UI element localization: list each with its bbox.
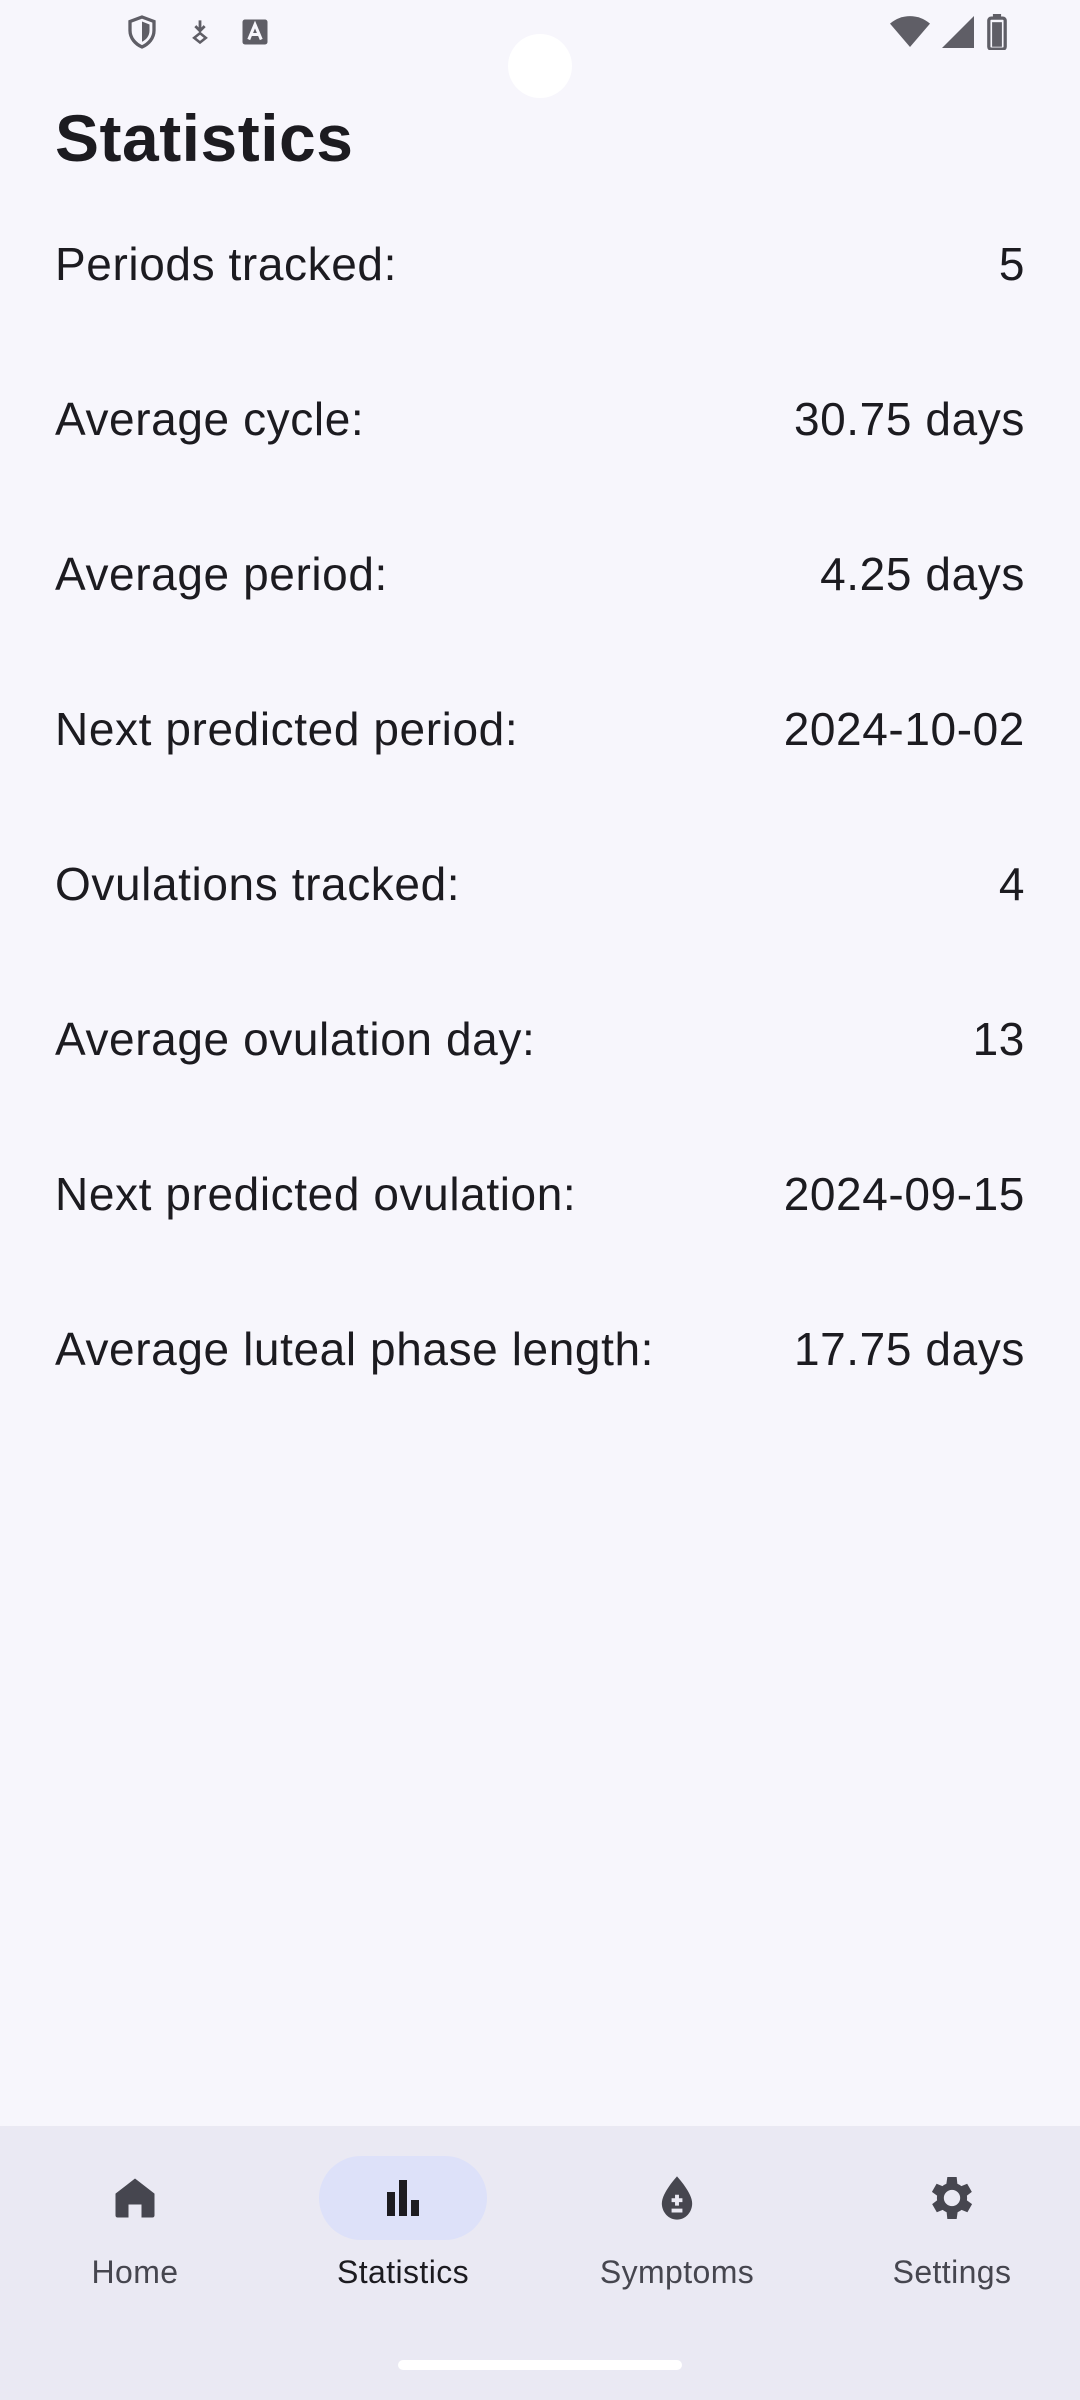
stat-row-next-predicted-ovulation: Next predicted ovulation: 2024-09-15 xyxy=(55,1155,1025,1310)
stat-label: Average ovulation day: xyxy=(55,1013,536,1065)
home-indicator-bar[interactable] xyxy=(398,2360,682,2370)
front-camera xyxy=(508,34,572,98)
nav-label-home: Home xyxy=(91,2254,179,2290)
nav-item-home[interactable]: Home xyxy=(0,2156,270,2306)
stat-row-periods-tracked: Periods tracked: 5 xyxy=(55,225,1025,380)
nav-icon-container xyxy=(593,2156,761,2240)
stat-label: Next predicted period: xyxy=(55,703,519,755)
status-bar xyxy=(0,0,1080,64)
stat-value: 17.75 days xyxy=(793,1323,1025,1375)
stat-row-average-cycle: Average cycle: 30.75 days xyxy=(55,380,1025,535)
stat-value: 2024-10-02 xyxy=(783,703,1025,755)
stat-label: Periods tracked: xyxy=(55,238,397,290)
stat-row-next-predicted-period: Next predicted period: 2024-10-02 xyxy=(55,690,1025,845)
page-title: Statistics xyxy=(55,101,354,175)
bar-chart-icon xyxy=(387,2180,419,2216)
statistics-list: Periods tracked: 5 Average cycle: 30.75 … xyxy=(55,225,1025,1465)
stat-label: Average luteal phase length: xyxy=(55,1323,655,1375)
stat-value: 30.75 days xyxy=(793,393,1025,445)
stat-value: 13 xyxy=(972,1013,1025,1065)
stat-row-average-ovulation-day: Average ovulation day: 13 xyxy=(55,1000,1025,1155)
stat-label: Average period: xyxy=(55,548,388,600)
stat-value: 5 xyxy=(998,238,1025,290)
stat-value: 4 xyxy=(998,858,1025,910)
gear-icon xyxy=(931,2177,973,2219)
stat-value: 4.25 days xyxy=(820,548,1025,600)
wifi-icon xyxy=(890,16,930,47)
download-icon xyxy=(192,20,208,45)
stat-label: Ovulations tracked: xyxy=(55,858,461,910)
nav-item-settings[interactable]: Settings xyxy=(817,2156,1080,2306)
nav-label-symptoms: Symptoms xyxy=(599,2254,755,2290)
stat-label: Next predicted ovulation: xyxy=(55,1168,577,1220)
stat-row-average-period: Average period: 4.25 days xyxy=(55,535,1025,690)
bottom-navigation: Home Statistics Symptoms Settings xyxy=(0,2126,1080,2400)
drop-plus-minus-icon xyxy=(661,2176,693,2220)
cell-signal-icon xyxy=(942,16,974,48)
home-icon xyxy=(115,2178,155,2218)
stat-value: 2024-09-15 xyxy=(783,1168,1025,1220)
nav-item-symptoms[interactable]: Symptoms xyxy=(542,2156,812,2306)
stat-row-average-luteal-phase-length: Average luteal phase length: 17.75 days xyxy=(55,1310,1025,1465)
battery-icon xyxy=(987,14,1007,50)
stat-label: Average cycle: xyxy=(55,393,365,445)
nav-icon-container xyxy=(868,2156,1036,2240)
nav-icon-container-active xyxy=(319,2156,487,2240)
shield-icon xyxy=(128,15,156,49)
nav-icon-container xyxy=(51,2156,219,2240)
nav-label-settings: Settings xyxy=(892,2254,1012,2290)
nav-label-statistics: Statistics xyxy=(336,2254,470,2290)
nav-item-statistics[interactable]: Statistics xyxy=(268,2156,538,2306)
stat-row-ovulations-tracked: Ovulations tracked: 4 xyxy=(55,845,1025,1000)
text-a-icon xyxy=(242,19,268,45)
